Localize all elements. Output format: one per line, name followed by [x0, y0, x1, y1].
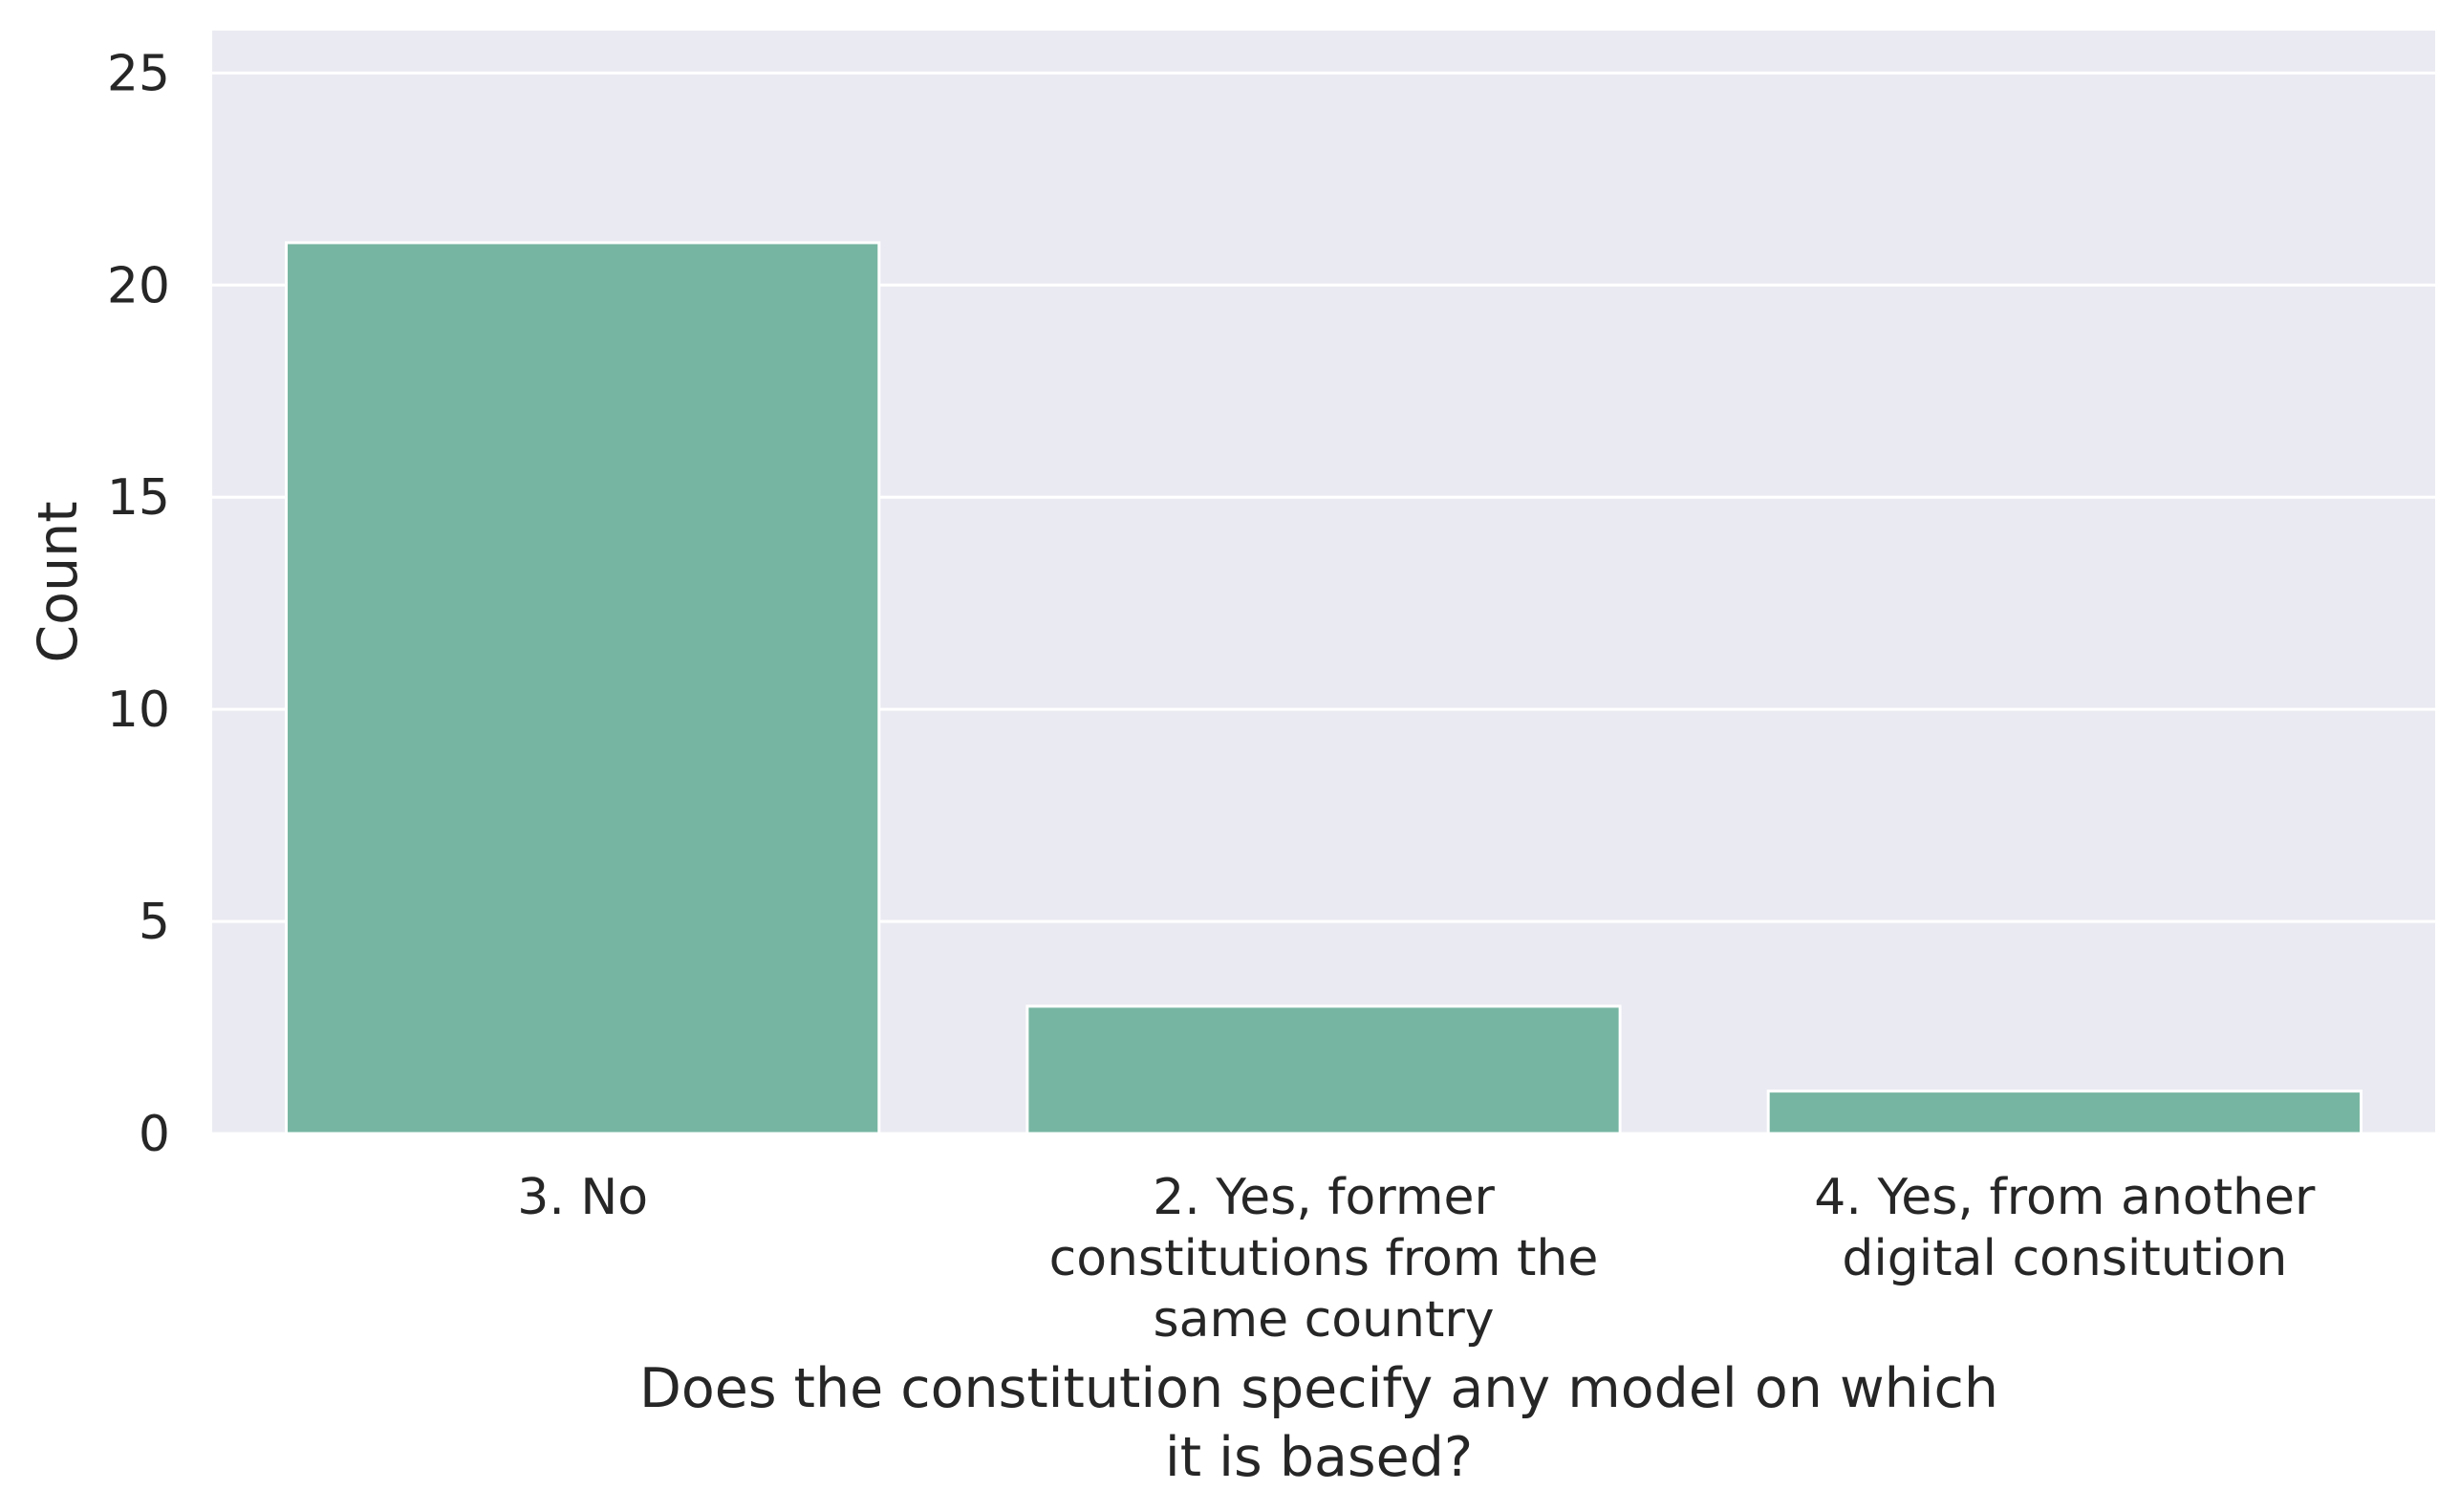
x-tick-label: 3. No: [517, 1169, 648, 1226]
y-axis-label: Count: [27, 501, 90, 662]
y-tick-label: 15: [107, 469, 170, 527]
y-tick-label: 5: [139, 894, 170, 951]
bar: [1766, 1090, 2363, 1135]
y-tick-label: 25: [107, 45, 170, 102]
x-tick-label: 4. Yes, from another digital consitution: [1814, 1169, 2316, 1287]
y-tick-label: 10: [107, 681, 170, 739]
bar: [285, 241, 881, 1135]
x-axis-label: Does the constitution specify any model …: [639, 1357, 1998, 1489]
y-tick-label: 20: [107, 257, 170, 314]
x-tick-labels: 3. No 2. Yes, former constitutions from th…: [517, 1169, 2316, 1349]
y-tick-label: 0: [139, 1106, 170, 1163]
bar: [1025, 1004, 1622, 1135]
bars: [285, 241, 2363, 1135]
x-tick-label: 2. Yes, former constitutions from the same…: [1049, 1169, 1599, 1349]
y-tick-labels: 0 5 10 15 20 25: [107, 45, 170, 1163]
